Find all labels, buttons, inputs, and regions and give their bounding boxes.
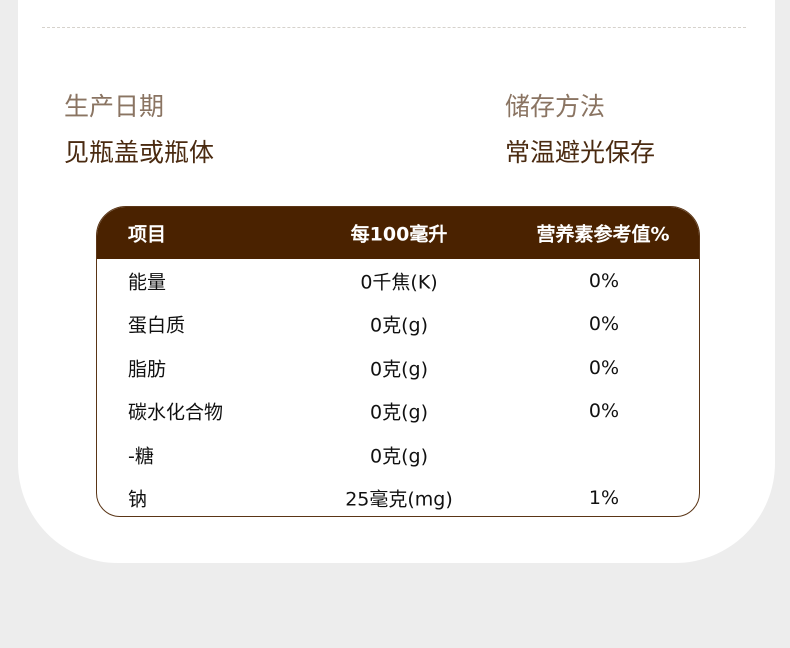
cell-nrv: 0% (588, 269, 620, 292)
cell-amount: 0克(g) (370, 358, 428, 381)
cell-nrv: 0% (588, 313, 620, 336)
production-date-label: 生产日期 (64, 92, 165, 121)
cell-item: 蛋白质 (128, 314, 186, 337)
header-item: 项目 (128, 223, 167, 246)
header-nrv: 营养素参考值% (536, 223, 670, 246)
cell-amount: 0克(g) (370, 314, 428, 337)
table-row: 碳水化合物 0克(g) 0% (97, 390, 699, 434)
table-row: -糖 0克(g) (97, 433, 699, 477)
cell-amount: 25毫克(mg) (345, 488, 453, 511)
table-header: 项目 每100毫升 营养素参考值% (97, 207, 699, 259)
table-row: 能量 0千焦(K) 0% (97, 259, 699, 303)
table-row: 脂肪 0克(g) 0% (97, 346, 699, 390)
storage-value: 常温避光保存 (505, 138, 656, 167)
storage-label: 储存方法 (505, 92, 606, 121)
production-date-value: 见瓶盖或瓶体 (64, 138, 215, 167)
nutrition-table: 项目 每100毫升 营养素参考值% 能量 0千焦(K) 0% 蛋白质 0克(g) 0% 脂肪… (96, 206, 700, 517)
cell-item: -糖 (128, 445, 154, 468)
header-per-100ml: 每100毫升 (350, 223, 448, 246)
cell-amount: 0克(g) (370, 445, 428, 468)
info-card (18, 0, 775, 563)
table-row: 钠 25毫克(mg) 1% (97, 477, 699, 517)
cell-item: 能量 (128, 271, 167, 294)
divider (42, 27, 746, 28)
cell-nrv: 1% (588, 487, 620, 510)
cell-nrv: 0% (588, 400, 620, 423)
table-row: 蛋白质 0克(g) 0% (97, 303, 699, 347)
cell-item: 碳水化合物 (128, 401, 224, 424)
cell-item: 脂肪 (128, 358, 167, 381)
cell-amount: 0克(g) (370, 401, 428, 424)
cell-item: 钠 (128, 488, 148, 511)
cell-nrv: 0% (588, 356, 620, 379)
cell-amount: 0千焦(K) (360, 271, 438, 294)
